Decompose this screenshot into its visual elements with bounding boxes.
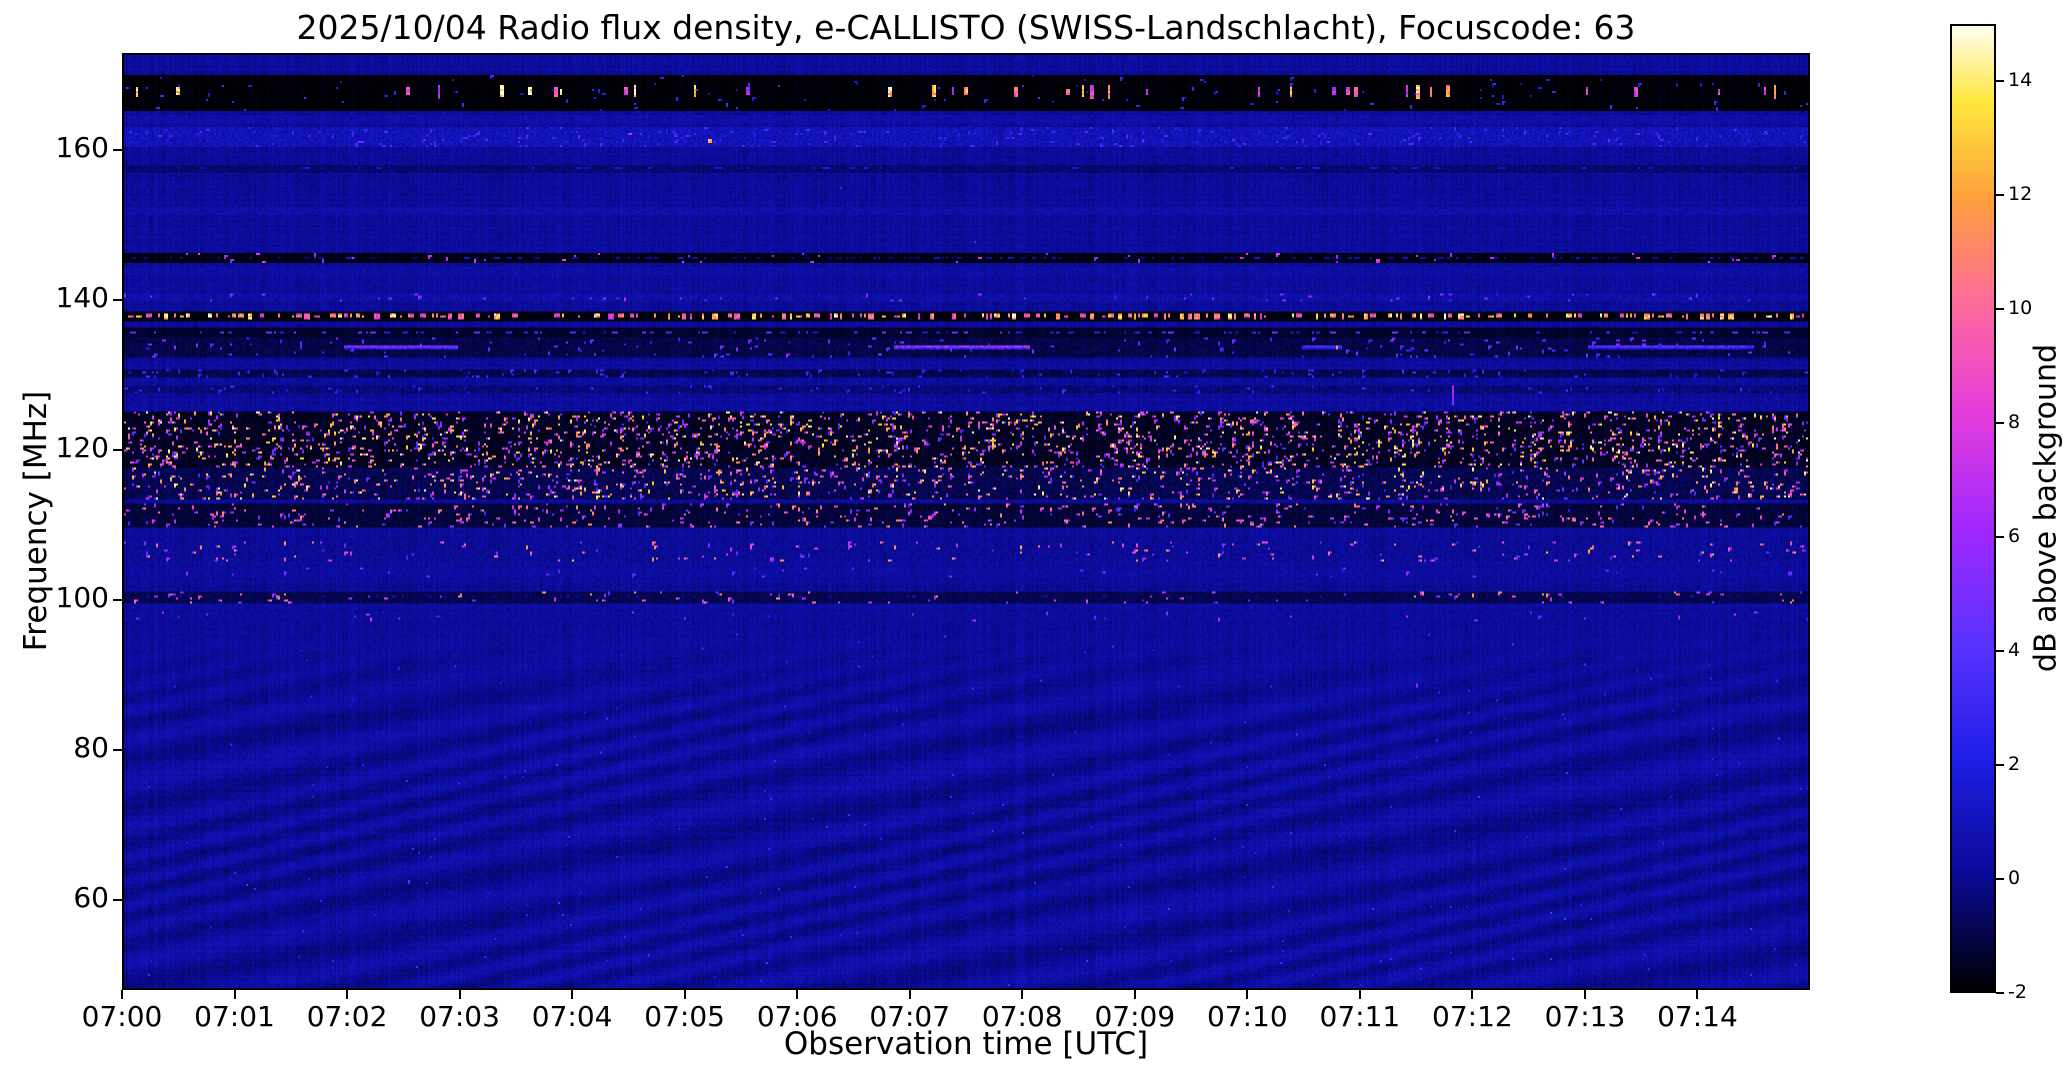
colorbar-gradient [1950, 24, 1996, 993]
x-tick-mark [121, 990, 123, 999]
x-tick-label: 07:04 [531, 1000, 613, 1033]
y-tick-label: 140 [55, 281, 109, 315]
x-axis-label: Observation time [UTC] [783, 1026, 1149, 1062]
x-tick-label: 07:09 [1094, 1000, 1176, 1033]
y-tick-mark [113, 449, 122, 452]
colorbar-tick-mark [1996, 422, 2004, 424]
x-tick-mark [1021, 990, 1024, 999]
x-tick-label: 07:06 [756, 1000, 838, 1033]
colorbar-tick-label: 10 [2008, 297, 2033, 319]
x-tick-label: 07:03 [419, 1000, 500, 1033]
colorbar-tick-label: 0 [2008, 867, 2021, 889]
colorbar-label: dB above background [2028, 343, 2064, 673]
colorbar-tick-label: 2 [2008, 753, 2021, 775]
x-tick-mark [908, 990, 911, 999]
x-tick-mark [571, 990, 574, 999]
y-tick-mark [113, 299, 122, 302]
x-tick-label: 07:08 [981, 1000, 1063, 1033]
colorbar-tick-mark [1996, 764, 2004, 766]
y-tick-mark [113, 149, 122, 152]
colorbar-tick-label: 8 [2008, 411, 2021, 433]
colorbar-tick-mark [1996, 536, 2004, 538]
colorbar-tick-mark [1996, 878, 2004, 880]
x-tick-label: 07:11 [1319, 1000, 1401, 1033]
colorbar-tick-mark [1996, 194, 2004, 196]
x-tick-label: 07:07 [869, 1000, 951, 1033]
x-tick-label: 07:05 [644, 1000, 725, 1033]
colorbar-tick-label: 12 [2008, 183, 2033, 205]
x-tick-mark [796, 990, 799, 999]
chart-title: 2025/10/04 Radio flux density, e-CALLIST… [296, 8, 1636, 47]
colorbar-tick-label: -2 [2008, 981, 2027, 1003]
x-tick-label: 07:13 [1544, 1000, 1626, 1033]
x-tick-mark [346, 990, 349, 999]
y-tick-label: 60 [73, 881, 109, 915]
x-tick-label: 07:02 [306, 1000, 388, 1033]
x-tick-mark [1696, 990, 1699, 999]
x-tick-mark [1471, 990, 1474, 999]
x-tick-mark [1246, 990, 1249, 999]
x-tick-label: 07:00 [81, 1000, 163, 1033]
x-tick-label: 07:12 [1432, 1000, 1513, 1033]
x-tick-mark [1583, 990, 1586, 999]
x-tick-label: 07:01 [194, 1000, 275, 1033]
colorbar-tick-mark [1996, 308, 2004, 310]
colorbar-tick-mark [1996, 992, 2004, 994]
y-tick-label: 120 [55, 431, 109, 465]
colorbar-tick-label: 4 [2008, 639, 2021, 661]
y-tick-mark [113, 899, 122, 902]
colorbar-tick-label: 14 [2008, 69, 2033, 91]
colorbar-tick-mark [1996, 80, 2004, 82]
colorbar-tick-label: 6 [2008, 525, 2021, 547]
x-tick-mark [1358, 990, 1361, 999]
spectrogram-canvas [122, 53, 1810, 990]
colorbar-tick-mark [1996, 650, 2004, 652]
x-tick-mark [683, 990, 686, 999]
y-tick-mark [113, 599, 122, 602]
x-tick-label: 07:10 [1206, 1000, 1288, 1033]
y-tick-label: 160 [55, 131, 109, 165]
x-tick-mark [1133, 990, 1136, 999]
x-tick-mark [458, 990, 461, 999]
x-tick-mark [233, 990, 236, 999]
y-tick-label: 80 [73, 731, 109, 765]
y-tick-mark [113, 749, 122, 752]
x-tick-label: 07:14 [1657, 1000, 1738, 1033]
y-tick-label: 100 [55, 581, 109, 615]
